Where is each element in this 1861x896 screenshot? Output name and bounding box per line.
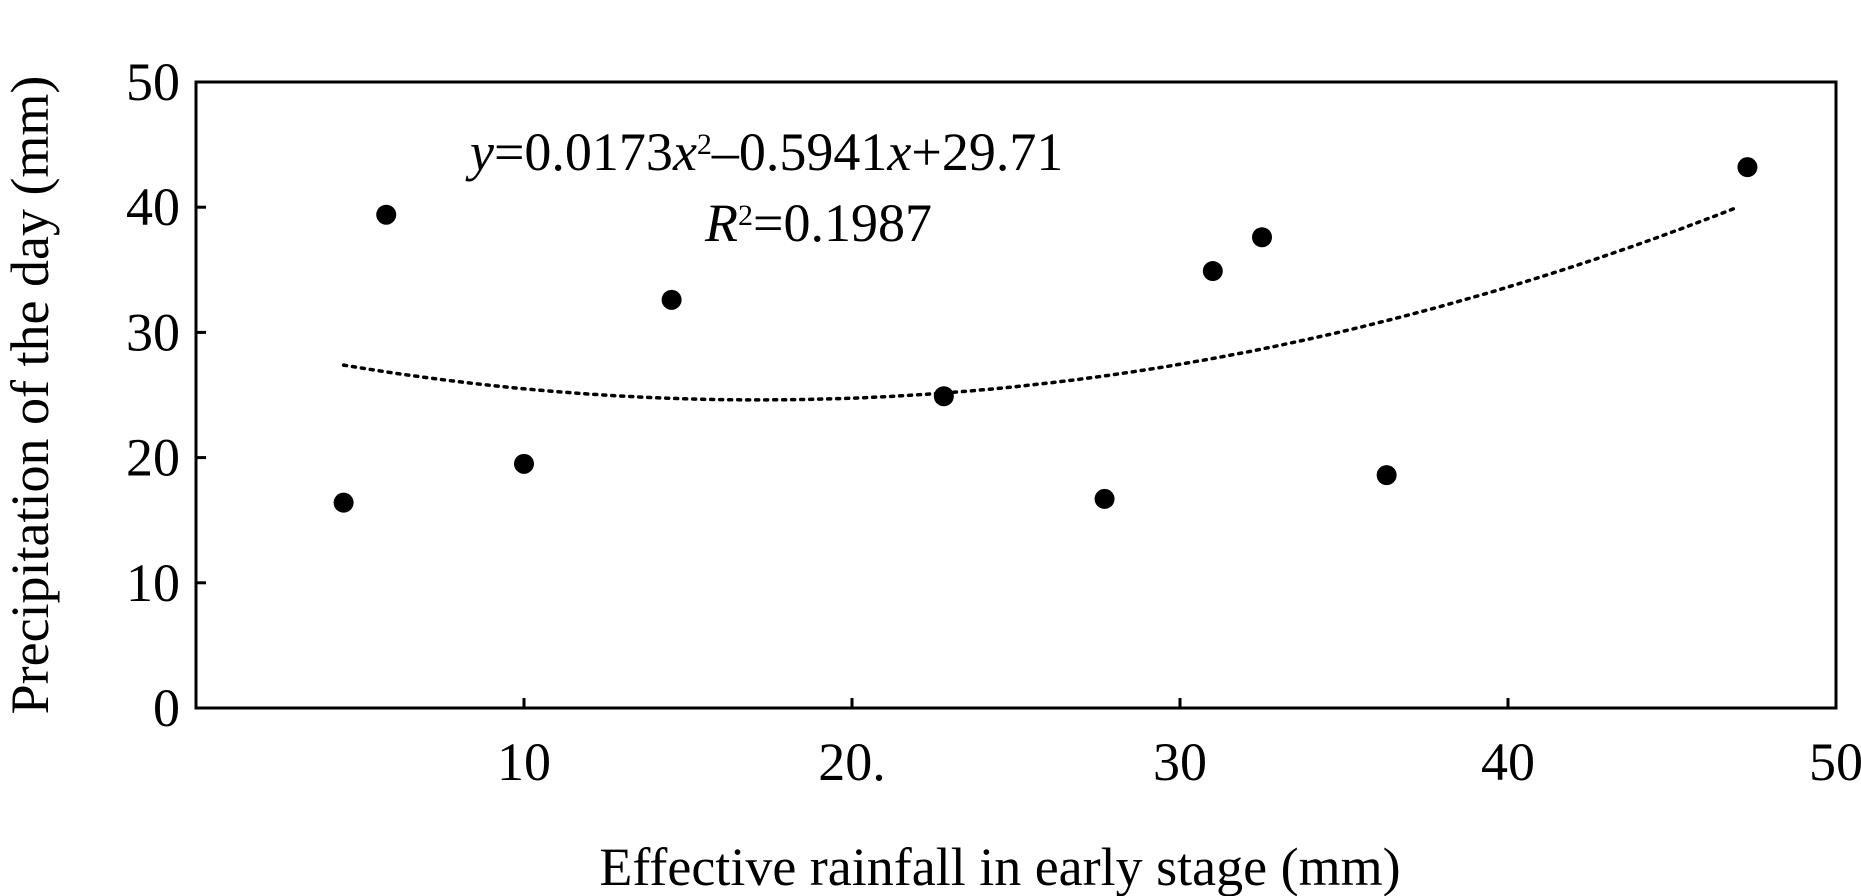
y-axis-title: Precipitation of the day (mm) — [0, 76, 60, 715]
trendline — [341, 205, 1740, 402]
plot-frame — [194, 80, 1838, 710]
x-tick-label: 30 — [1153, 732, 1207, 792]
y-tick-label: 0 — [153, 678, 180, 738]
x-tick-label: 50 — [1809, 732, 1861, 792]
x-axis-title: Effective rainfall in early stage (mm) — [599, 837, 1400, 896]
x-tick-label: 40 — [1481, 732, 1535, 792]
y-tick-label: 30 — [126, 302, 180, 362]
r-squared-label: R2=0.1987 — [704, 193, 932, 253]
data-point — [514, 453, 534, 474]
data-points — [333, 157, 1758, 513]
data-point — [376, 204, 397, 225]
data-point — [661, 289, 682, 310]
y-tick-label: 40 — [126, 177, 180, 237]
x-axis-ticks: 10 20. 30 40 50 — [497, 698, 1861, 792]
y-tick-label: 10 — [126, 553, 180, 613]
data-point — [933, 386, 954, 407]
trendline-equation: y=0.0173x2–0.5941x+29.71 — [465, 122, 1063, 182]
data-point — [1094, 488, 1115, 509]
data-point — [1252, 227, 1272, 248]
data-point — [1737, 157, 1758, 178]
x-tick-label: 10 — [497, 732, 551, 792]
data-point — [333, 492, 354, 513]
data-point — [1376, 465, 1397, 486]
y-tick-label: 50 — [126, 52, 180, 112]
y-tick-label: 20 — [126, 428, 180, 488]
y-axis-ticks: 0 10 20 30 40 50 — [126, 52, 206, 738]
data-point — [1202, 261, 1223, 282]
x-tick-label: 20. — [818, 732, 886, 792]
